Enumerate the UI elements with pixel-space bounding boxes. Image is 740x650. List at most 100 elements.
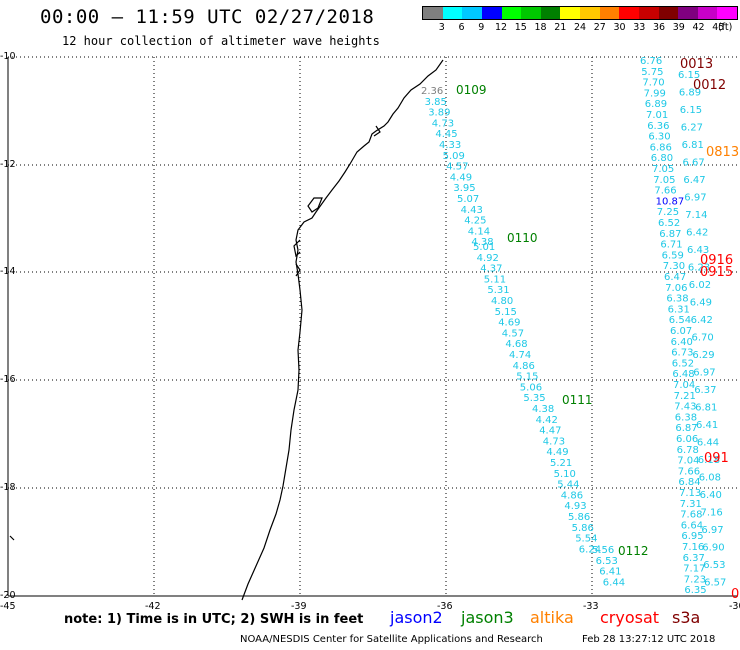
units-note: note: 1) Time is in UTC; 2) SWH is in fe…	[64, 612, 364, 627]
scale-label: 27	[593, 22, 606, 33]
wave-height-value: 7.04	[673, 380, 695, 391]
wave-height-value: 3.95	[453, 183, 475, 194]
scale-label: 45	[712, 22, 725, 33]
track-time-label: 0110	[507, 231, 538, 245]
wave-height-value: 5.01	[473, 242, 495, 253]
wave-height-value: 6.71	[660, 240, 682, 251]
footer-credit: NOAA/NESDIS Center for Satellite Applica…	[240, 634, 543, 645]
wave-height-value: 6.44	[697, 438, 719, 449]
scale-label: 9	[478, 22, 485, 33]
satellite-legend-cryosat: cryosat	[600, 608, 660, 627]
wave-height-value: 6.24	[579, 544, 601, 555]
longitude-tick-label: -33	[583, 601, 599, 612]
wave-height-value: 6.42	[686, 228, 708, 239]
latitude-tick-label: -18	[0, 482, 16, 493]
scale-label: 3	[438, 22, 445, 33]
wave-height-value: 6.38	[675, 412, 697, 423]
wave-height-value: 3.85	[425, 97, 447, 108]
latitude-tick-label: -14	[0, 266, 16, 277]
wave-height-value: 4.74	[509, 350, 531, 361]
scale-swatch	[462, 7, 482, 19]
scale-swatch	[442, 7, 463, 19]
wave-height-value: 7.04	[677, 456, 699, 467]
wave-height-value: 6.27	[681, 123, 703, 134]
scale-swatch	[423, 7, 443, 19]
wave-height-readings: 2.363.853.894.734.454.335.094.574.493.95…	[421, 56, 739, 602]
color-scale-unit: (ft)	[718, 22, 733, 33]
track-time-label: 0013	[680, 57, 713, 72]
wave-height-value: 7.06	[665, 283, 687, 294]
satellite-legend-jason2: jason2	[390, 608, 443, 627]
latitude-tick-label: -12	[0, 159, 16, 170]
wave-height-value: 6.06	[676, 434, 698, 445]
scale-swatch	[481, 7, 502, 19]
wave-height-value: 4.49	[546, 447, 568, 458]
wave-height-value: 6.37	[683, 553, 705, 564]
track-time-label: 0109	[456, 83, 487, 97]
wave-height-value: 5.10	[554, 469, 576, 480]
wave-height-value: 4.25	[464, 216, 486, 227]
wave-height-value: 3.89	[428, 108, 450, 119]
scale-label: 15	[514, 22, 527, 33]
wave-height-value: 6.18	[698, 455, 720, 466]
wave-height-value: 6.90	[702, 543, 724, 554]
scale-label: 12	[494, 22, 508, 33]
footer-timestamp: Feb 28 13:27:12 UTC 2018	[582, 634, 716, 645]
wave-height-value: 6.48	[672, 369, 694, 380]
wave-height-value: 7.13	[679, 488, 701, 499]
wave-height-value: 4.38	[471, 237, 493, 248]
wave-height-value: 6.67	[683, 158, 705, 169]
wave-height-value: 4.69	[498, 318, 520, 329]
wave-height-value: 4.92	[477, 253, 499, 264]
wave-height-value: 5.86	[568, 512, 590, 523]
wave-height-value: 6.43	[687, 245, 709, 256]
wave-height-value: 6.97	[684, 193, 706, 204]
wave-height-value: 5.86	[572, 523, 594, 534]
scale-swatch	[599, 7, 620, 19]
wave-height-value: 6.52	[658, 218, 680, 229]
scale-label: 6	[458, 22, 465, 33]
wave-height-value: 5.31	[487, 285, 509, 296]
wave-height-value: 7.31	[680, 499, 702, 510]
wave-height-value: 5.21	[550, 458, 572, 469]
color-scale-bar	[422, 6, 738, 20]
longitude-tick-label: -42	[145, 601, 161, 612]
wave-height-value: 6.47	[683, 175, 705, 186]
wave-height-value: 6.95	[681, 531, 703, 542]
wave-height-value: 4.37	[480, 264, 502, 275]
wave-height-value: 6.84	[678, 477, 700, 488]
wave-height-value: 6.07	[670, 326, 692, 337]
wave-height-value: 6.15	[680, 105, 702, 116]
scale-swatch	[521, 7, 541, 19]
satellite-legend-jason3: jason3	[461, 608, 514, 627]
track-time-label: 091	[704, 451, 729, 466]
wave-height-value: 6.54	[669, 315, 691, 326]
wave-height-value: 5.06	[520, 382, 542, 393]
scale-swatch	[697, 7, 718, 19]
wave-height-value: 5.07	[457, 194, 479, 205]
track-time-label: 0112	[618, 544, 649, 558]
wave-height-value: 5.11	[484, 274, 506, 285]
wave-height-value: 5.35	[523, 393, 545, 404]
track-time-label: 0111	[562, 393, 593, 407]
track-time-label: 0012	[693, 78, 726, 93]
wave-height-value: 4.73	[432, 118, 454, 129]
wave-height-value: 6.70	[692, 333, 714, 344]
map-subtitle: 12 hour collection of altimeter wave hei…	[62, 34, 380, 48]
longitude-tick-label: -30	[729, 601, 740, 612]
wave-height-value: 6.42	[691, 315, 713, 326]
wave-height-value: 7.68	[680, 510, 702, 521]
wave-height-value: 6.36	[647, 121, 669, 132]
scale-swatch	[501, 7, 522, 19]
wave-height-value: 4.42	[536, 415, 558, 426]
wave-height-value: 6.86	[650, 142, 672, 153]
wave-height-value: 4.86	[513, 361, 535, 372]
wave-height-value: 6.15	[678, 70, 700, 81]
wave-height-value: 6.40	[671, 337, 693, 348]
wave-height-value: 6.89	[679, 88, 701, 99]
wave-height-value: 6.41	[599, 567, 621, 578]
wave-height-value: 7.17	[683, 564, 705, 575]
wave-height-value: 6.44	[603, 577, 625, 588]
wave-height-value: 7.70	[642, 78, 664, 89]
